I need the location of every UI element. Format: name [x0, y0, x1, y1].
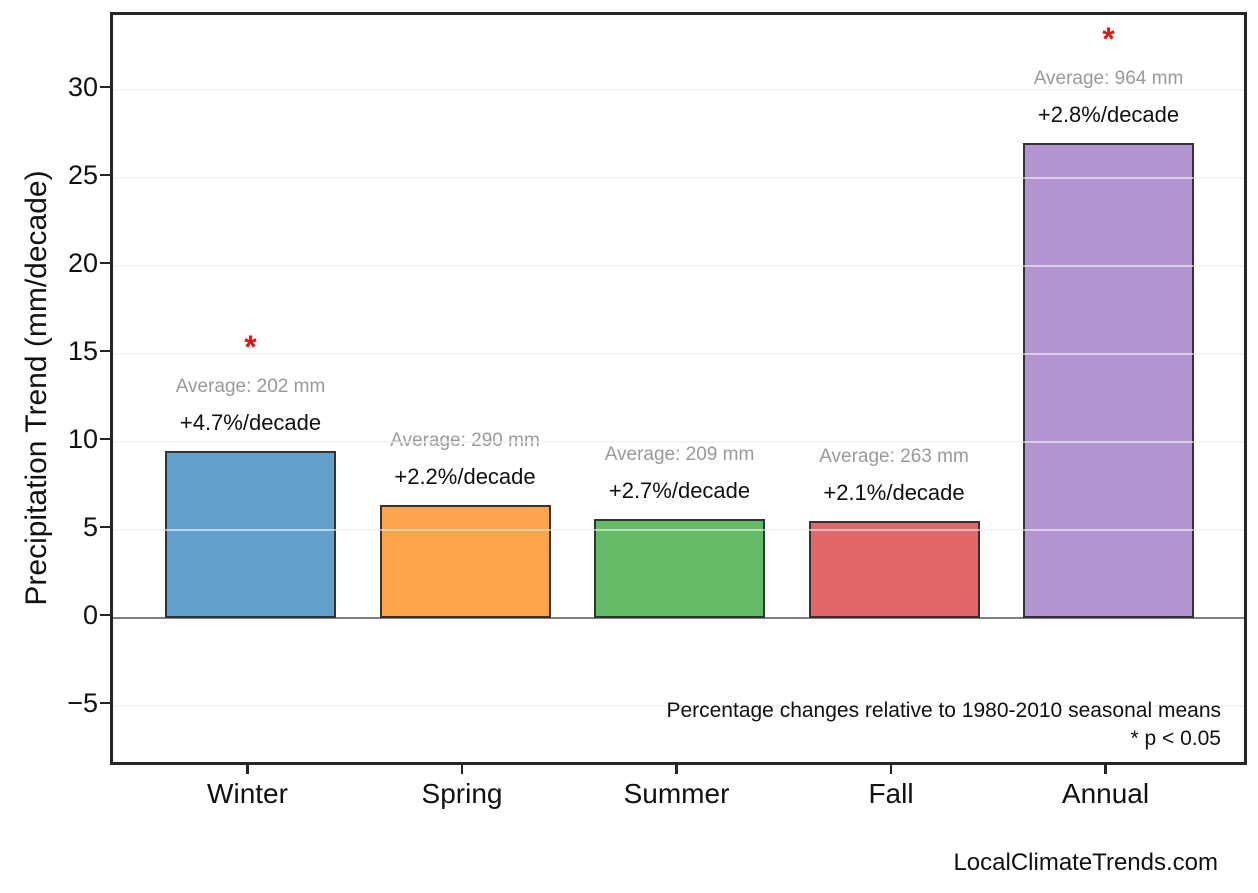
bar-winter — [165, 450, 336, 618]
gridline-overlay-15 — [113, 353, 1244, 355]
y-tick-mark-25 — [100, 173, 110, 177]
bar-annual — [1023, 142, 1194, 618]
y-tick-mark-15 — [100, 349, 110, 353]
annotation-percent-spring: +2.2%/decade — [394, 464, 536, 490]
gridline-overlay-−5 — [113, 705, 1244, 707]
x-tick-mark-summer — [675, 765, 678, 774]
y-tick-label-25: 25 — [67, 160, 98, 190]
annotation-percent-fall: +2.1%/decade — [823, 480, 965, 506]
y-tick-label-30: 30 — [67, 72, 98, 102]
y-tick-label-10: 10 — [67, 424, 98, 454]
annotation-percent-summer: +2.7%/decade — [608, 478, 751, 504]
gridline-overlay-20 — [113, 265, 1244, 267]
annotation-percent-annual: +2.8%/decade — [1037, 101, 1180, 127]
x-tick-label-fall: Fall — [868, 778, 914, 809]
y-tick-mark-0 — [100, 613, 110, 617]
gridline-overlay-5 — [113, 529, 1244, 531]
y-tick-mark-−5 — [100, 701, 110, 705]
y-tick-label-0: 0 — [82, 600, 98, 630]
y-tick-label-20: 20 — [67, 248, 98, 278]
y-tick-label-5: 5 — [82, 512, 98, 542]
x-tick-mark-winter — [246, 765, 249, 774]
significance-asterisk-winter: * — [244, 328, 257, 365]
zero-line — [113, 617, 1244, 619]
x-tick-mark-fall — [889, 765, 893, 774]
plot-area: Average: 202 mm +4.7%/decade * Average: 290… — [110, 12, 1247, 765]
y-tick-mark-10 — [100, 437, 110, 441]
y-tick-mark-5 — [100, 525, 110, 529]
note-relative-means: Percentage changes relative to 1980-2010… — [666, 699, 1221, 722]
annotation-average-fall: Average: 263 mm — [819, 446, 969, 468]
annotation-average-spring: Average: 290 mm — [390, 430, 540, 452]
y-tick-label-−5: −5 — [67, 688, 98, 718]
x-tick-label-spring: Spring — [421, 778, 503, 809]
bar-summer — [594, 519, 765, 618]
annotation-average-annual: Average: 964 mm — [1033, 67, 1184, 89]
y-tick-label-15: 15 — [67, 336, 98, 366]
y-tick-mark-30 — [100, 85, 110, 89]
note-significance: * p < 0.05 — [1130, 727, 1222, 750]
annotation-average-summer: Average: 209 mm — [604, 444, 755, 466]
x-tick-label-summer: Summer — [623, 778, 730, 809]
x-tick-label-winter: Winter — [207, 778, 288, 809]
gridline-overlay-25 — [113, 177, 1244, 179]
x-tick-mark-annual — [1104, 765, 1107, 774]
watermark: LocalClimateTrends.com — [953, 849, 1218, 876]
x-tick-mark-spring — [460, 765, 464, 774]
y-tick-mark-20 — [100, 261, 110, 265]
gridline-overlay-10 — [113, 441, 1244, 443]
annotation-average-winter: Average: 202 mm — [175, 375, 326, 397]
bar-fall — [808, 521, 980, 618]
annotation-percent-winter: +4.7%/decade — [179, 409, 322, 435]
significance-asterisk-annual: * — [1102, 20, 1115, 57]
x-tick-label-annual: Annual — [1061, 778, 1150, 809]
bar-spring — [379, 505, 551, 618]
gridline-overlay-30 — [113, 89, 1244, 91]
